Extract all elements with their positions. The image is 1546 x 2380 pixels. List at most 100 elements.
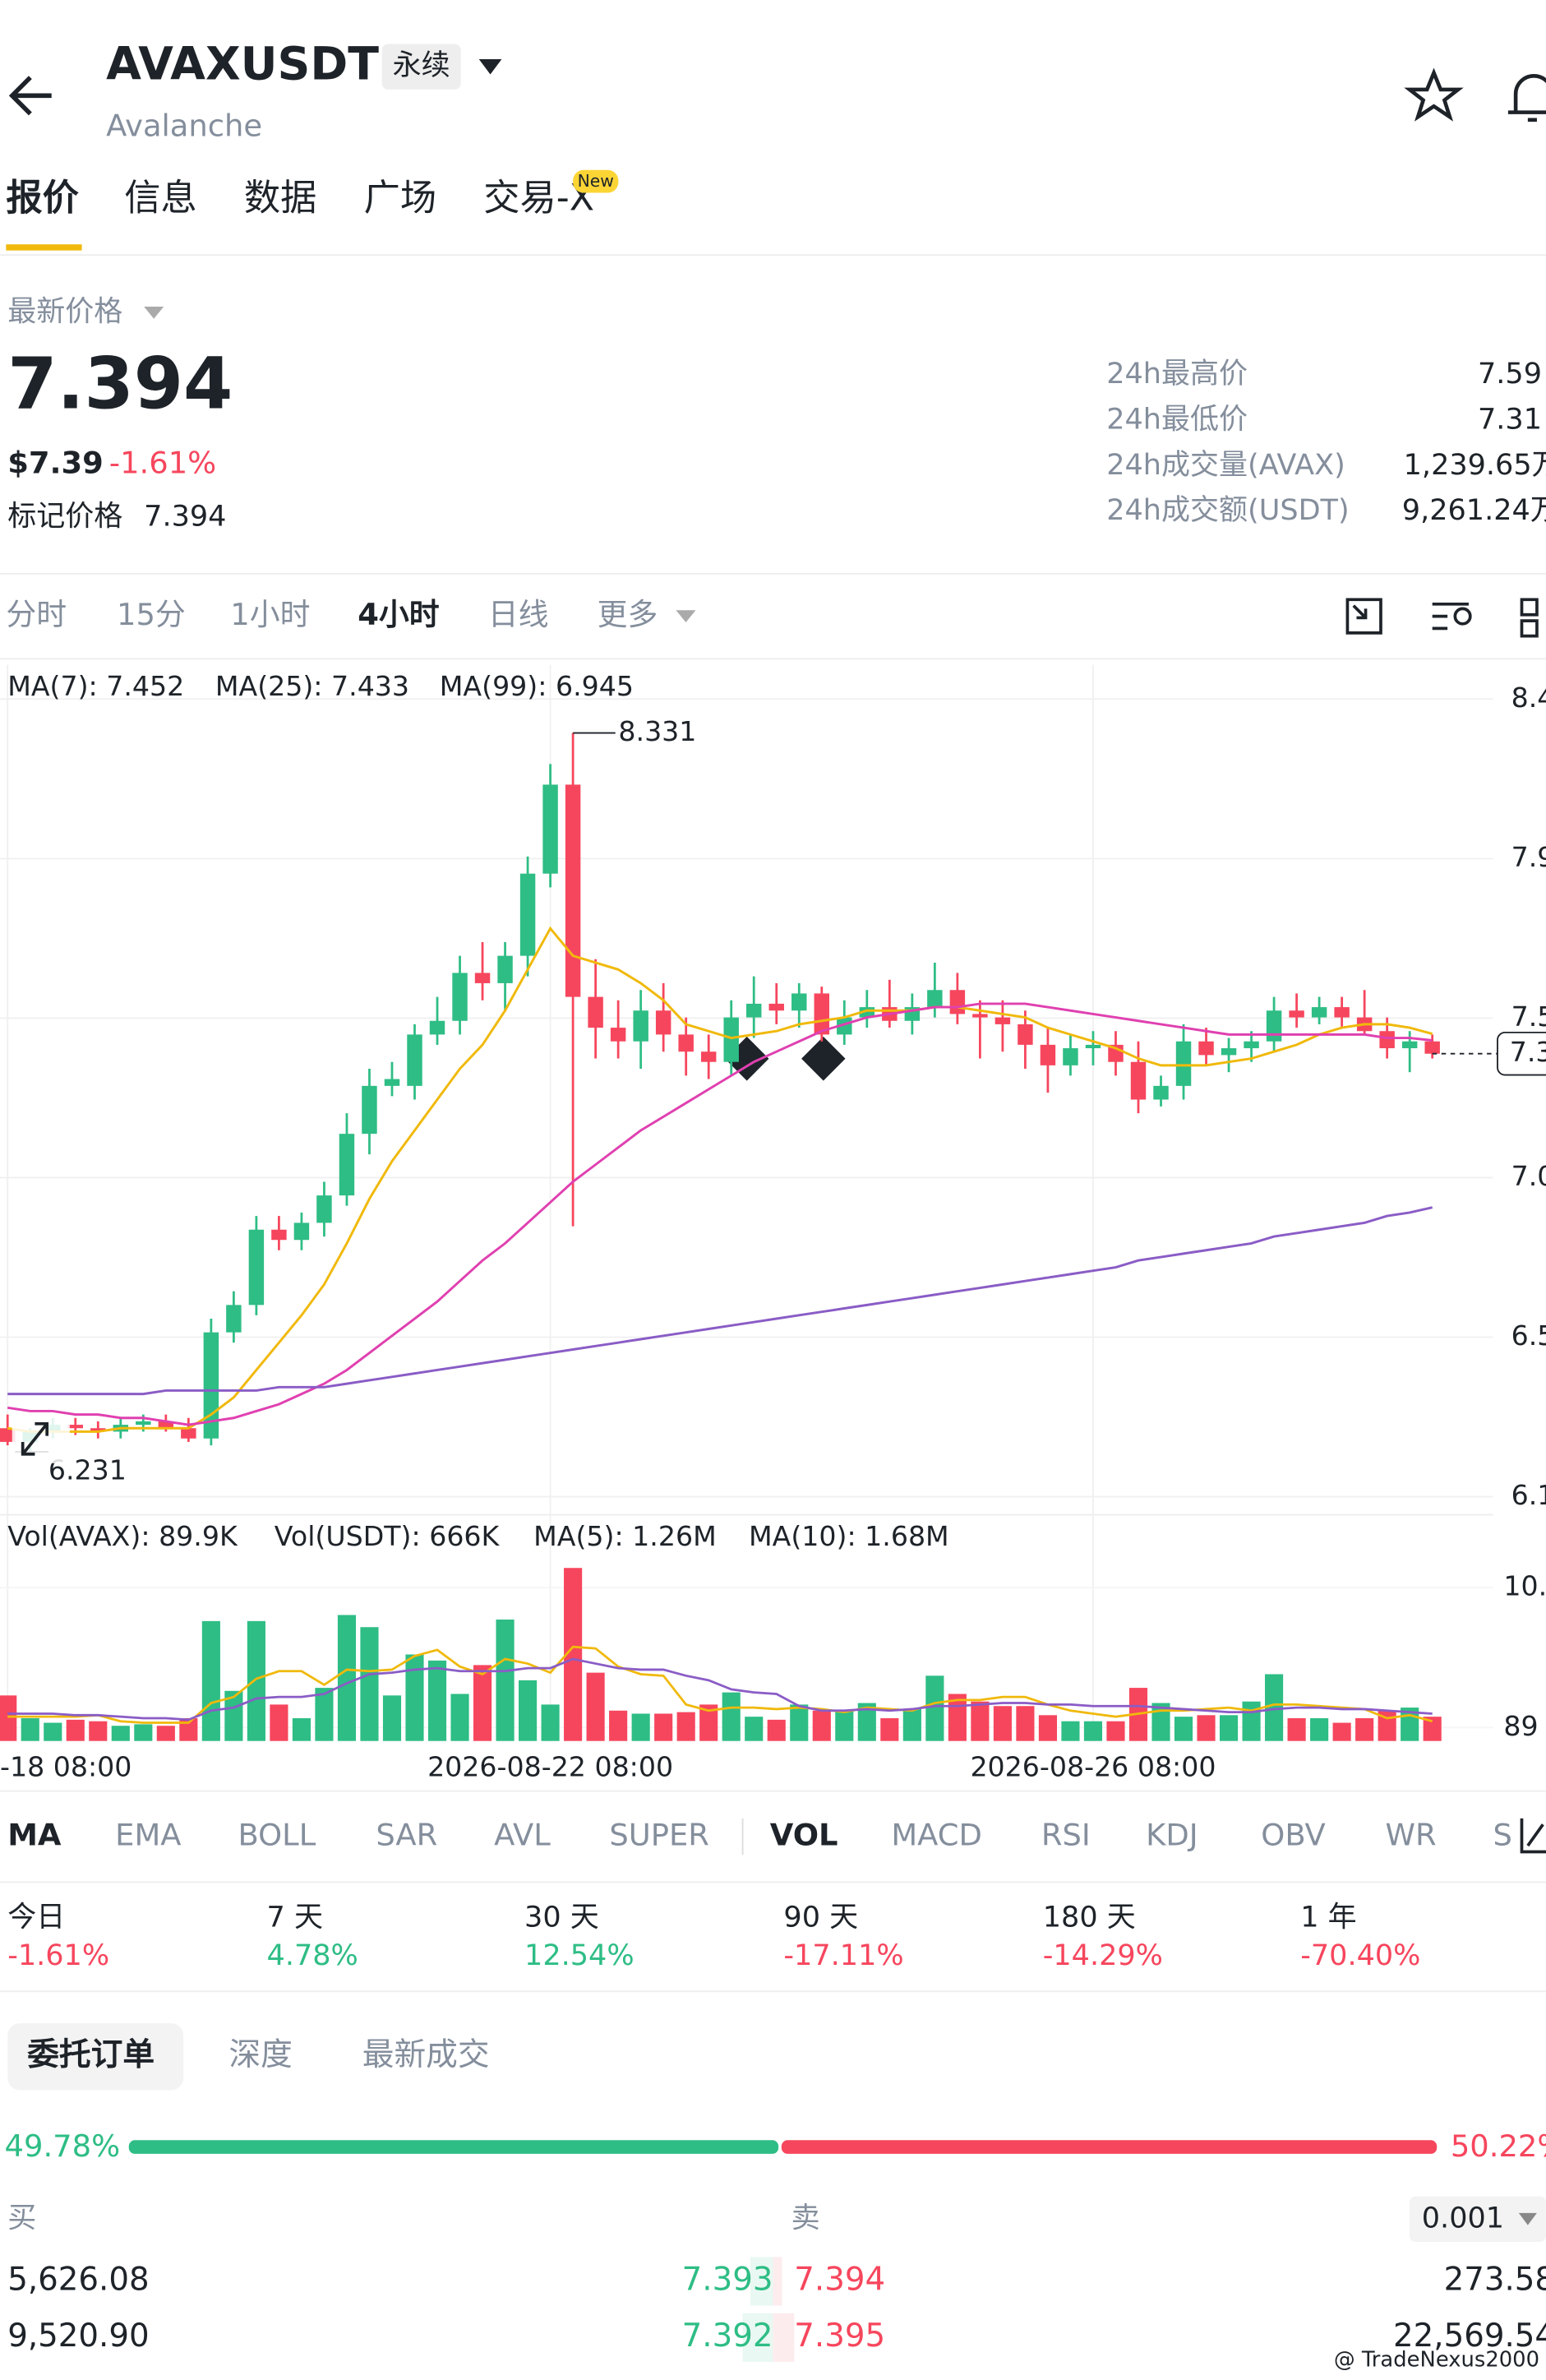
volume-bar: [1016, 1706, 1035, 1741]
indicator-tab[interactable]: MACD: [891, 1818, 982, 1853]
x-tick-label: 2026-08-22 08:00: [427, 1750, 673, 1782]
book-tab[interactable]: 深度: [228, 2036, 292, 2073]
indicator-tab[interactable]: MA: [7, 1818, 62, 1853]
volume-bar: [564, 1568, 583, 1741]
candle-body: [791, 993, 807, 1011]
interval[interactable]: 4小时: [358, 597, 440, 632]
volume-bar: [1174, 1717, 1193, 1741]
tab[interactable]: 数据: [244, 178, 316, 220]
interval[interactable]: 分时: [6, 597, 67, 632]
indicator-icon[interactable]: [1432, 602, 1472, 631]
candle-body: [248, 1229, 265, 1306]
price-dropdown[interactable]: [144, 306, 164, 319]
candle-body: [1311, 1007, 1327, 1018]
indicator-tab[interactable]: AVL: [494, 1818, 551, 1853]
interval[interactable]: 日线: [488, 597, 549, 632]
indicator-tab[interactable]: WR: [1386, 1818, 1437, 1853]
depth-bar: [773, 2257, 782, 2306]
indicator-edit-icon[interactable]: [1520, 1818, 1546, 1854]
favorite-icon[interactable]: [1404, 67, 1464, 122]
legend-entry: MA(7): 7.452: [7, 670, 184, 702]
more-dropdown[interactable]: [676, 610, 696, 622]
book-tab[interactable]: 委托订单: [27, 2036, 155, 2073]
expand-icon: [21, 1421, 49, 1456]
candle-body: [995, 1017, 1011, 1024]
candle-body: [181, 1428, 196, 1439]
chart-settings-icon[interactable]: [1345, 598, 1382, 635]
candle-body: [429, 1020, 445, 1035]
indicator-tab[interactable]: SAR: [376, 1818, 437, 1853]
tab[interactable]: 报价: [6, 178, 79, 220]
indicator-tab[interactable]: RSI: [1041, 1818, 1091, 1853]
candle-body: [384, 1079, 400, 1086]
candle-body: [226, 1305, 242, 1333]
candle-body: [542, 784, 558, 874]
volume-bar: [1038, 1715, 1057, 1741]
mark-price: 7.394: [144, 500, 226, 534]
indicator-tab[interactable]: KDJ: [1146, 1818, 1198, 1853]
y-tick-label: 6.5: [1511, 1319, 1546, 1352]
legend-entry: Vol(AVAX): 89.9K: [7, 1520, 238, 1552]
interval[interactable]: 1小时: [230, 597, 310, 632]
indicator-tab[interactable]: S: [1493, 1818, 1511, 1853]
last-price: 7.394: [7, 344, 233, 426]
precision-bg[interactable]: [1410, 2196, 1546, 2242]
volume-bar: [654, 1713, 673, 1741]
alert-icon[interactable]: [1507, 74, 1546, 122]
volume-bar: [315, 1688, 334, 1741]
sell-ratio-bar: [781, 2140, 1438, 2154]
y-tick-label: 7.0: [1511, 1160, 1546, 1192]
indicator-tab[interactable]: OBV: [1261, 1818, 1325, 1853]
tab[interactable]: 广场: [364, 178, 436, 220]
volume-bar: [745, 1717, 764, 1741]
indicator-tab[interactable]: VOL: [770, 1818, 838, 1853]
candle-body: [1401, 1041, 1418, 1049]
watermark-logo: ◆ ◆: [725, 1020, 851, 1088]
volume-bar: [66, 1719, 85, 1741]
book-tab[interactable]: 最新成交: [362, 2036, 490, 2073]
indicator-tab[interactable]: EMA: [115, 1818, 181, 1853]
precision-dropdown[interactable]: [1518, 2212, 1537, 2225]
volume-bar: [156, 1726, 175, 1741]
volume-bar: [89, 1721, 108, 1741]
candle-body: [136, 1421, 151, 1426]
candle-body: [565, 784, 581, 997]
x-tick-label: -18 08:00: [0, 1750, 132, 1782]
candle-body: [1063, 1048, 1078, 1065]
stat-value: 9,261.24万: [1402, 493, 1546, 527]
indicator-tab[interactable]: SUPER: [609, 1818, 709, 1853]
ask-price: 7.394: [794, 2261, 885, 2298]
volume-bar: [450, 1694, 469, 1741]
ma-line: [7, 1002, 1433, 1426]
period-change: 12.54%: [524, 1939, 635, 1972]
volume-bar: [270, 1704, 288, 1741]
precision[interactable]: 0.001: [1422, 2201, 1504, 2234]
interval[interactable]: 更多: [598, 597, 658, 632]
bid-price: 7.393: [682, 2261, 773, 2298]
ask-qty: 22,569.54: [1393, 2318, 1546, 2355]
layout-icon[interactable]: [1520, 598, 1539, 638]
candle-body: [519, 873, 536, 956]
candle-body: [1175, 1041, 1192, 1086]
volume-ma-line: [7, 1657, 1433, 1721]
volume-bar: [1061, 1721, 1080, 1741]
period-change: -1.61%: [7, 1939, 109, 1972]
candle-body: [1244, 1041, 1259, 1049]
back-button[interactable]: [8, 76, 52, 116]
volume-bar: [21, 1718, 39, 1741]
candle-body: [610, 1028, 626, 1042]
volume-bar: [812, 1710, 831, 1741]
badge-bg: [381, 44, 461, 90]
expand-button[interactable]: [12, 1414, 70, 1463]
volume-bar: [111, 1726, 130, 1741]
interval[interactable]: 15分: [117, 597, 186, 632]
candle-body: [837, 1017, 852, 1035]
tab[interactable]: 信息: [124, 178, 196, 220]
indicator-tab[interactable]: BOLL: [238, 1818, 316, 1853]
candle-body: [655, 1010, 671, 1035]
candle-body: [90, 1428, 106, 1432]
y-tick-label: 89: [1503, 1710, 1538, 1742]
symbol-dropdown[interactable]: [478, 59, 502, 75]
stat-label: 24h最低价: [1106, 402, 1248, 436]
